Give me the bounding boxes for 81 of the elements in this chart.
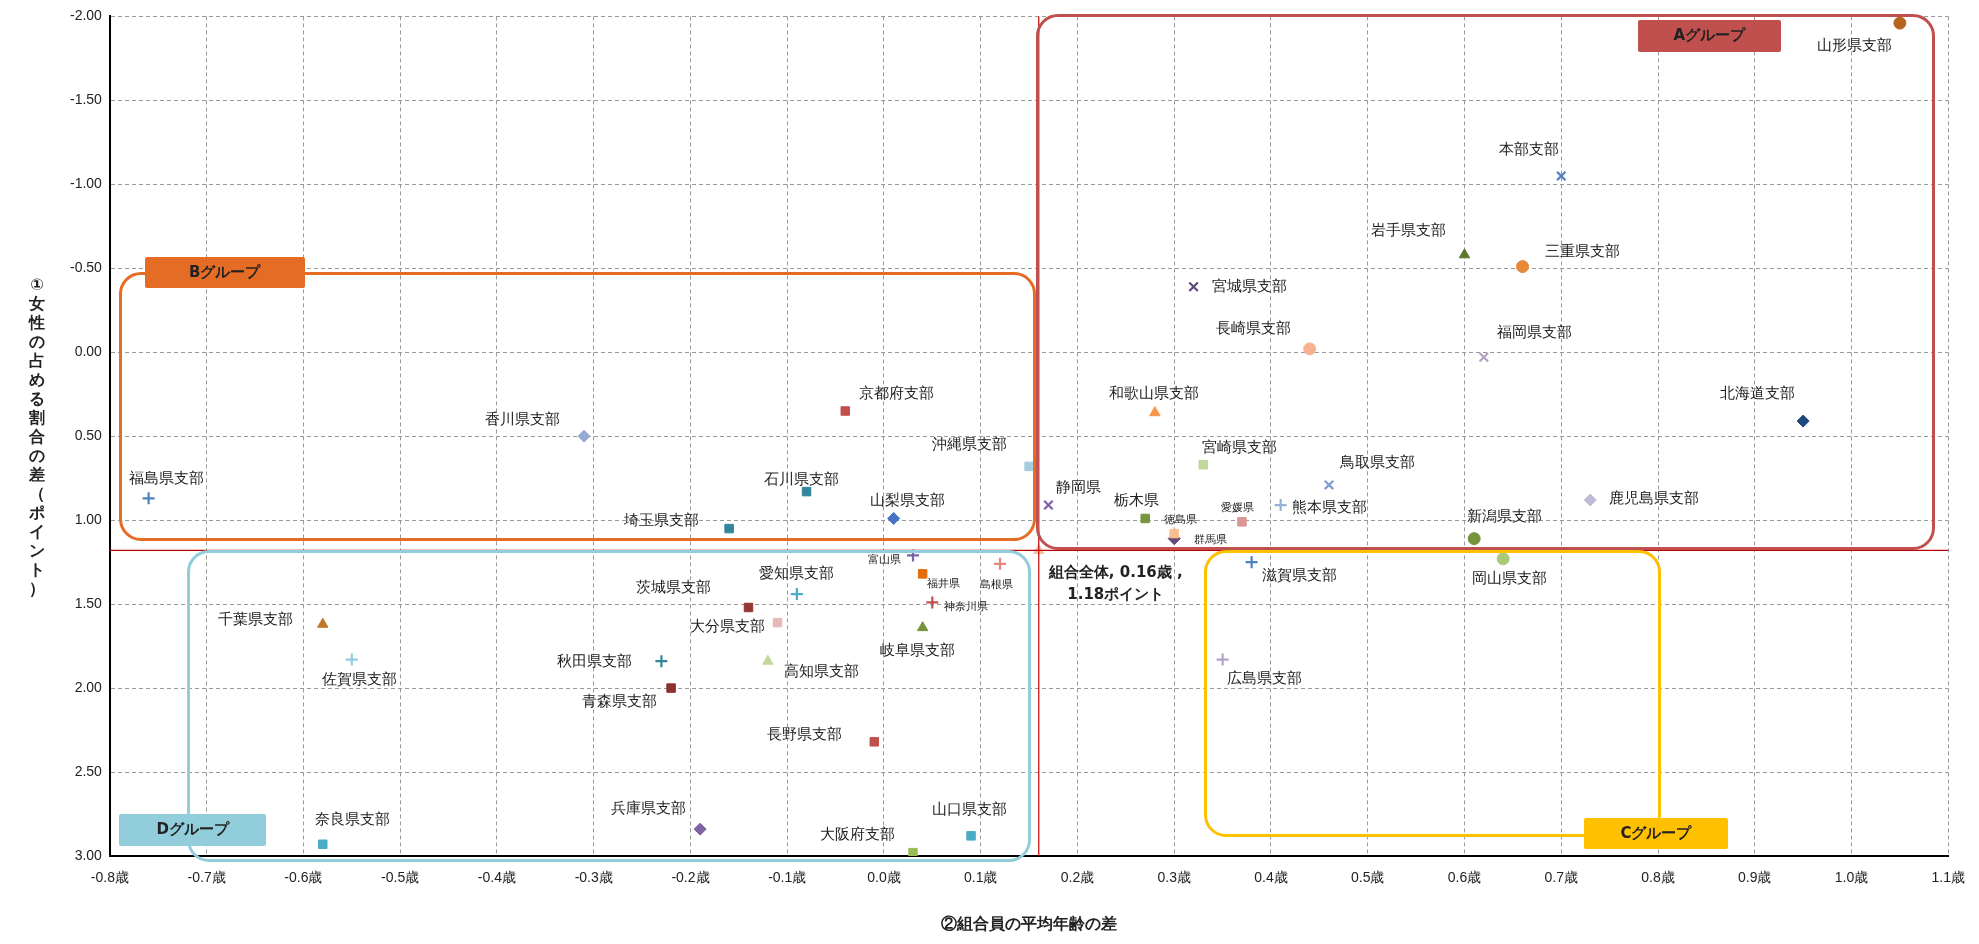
- text: ①女性の占める割合の差（ポイント）: [29, 274, 45, 598]
- series-label: 秋田県支部: [556, 652, 632, 671]
- series-label: 岩手県支部: [1370, 220, 1446, 239]
- series-label: 鹿児島県支部: [1609, 488, 1700, 507]
- x-tick-label: -0.2歳: [671, 869, 710, 886]
- x-tick-label: 0.9歳: [1738, 869, 1772, 886]
- series-label: 栃木県: [1113, 491, 1159, 510]
- series-label: 島根県: [979, 577, 1013, 591]
- x-tick-label: -0.6歳: [284, 869, 323, 886]
- y-tick-label: 0.00: [74, 343, 103, 360]
- series-label: 岡山県支部: [1471, 568, 1547, 587]
- series-label: 広島県支部: [1227, 669, 1303, 688]
- x-tick-label: 0.4歳: [1254, 869, 1288, 886]
- x-tick-label: 0.1歳: [963, 869, 998, 886]
- x-tick-label: 0.0歳: [867, 869, 901, 886]
- series-label: 沖縄県支部: [931, 435, 1007, 454]
- x-tick-label: 0.7歳: [1544, 869, 1578, 886]
- y-tick-label: 2.00: [74, 678, 103, 695]
- series-label: 山梨県支部: [870, 491, 946, 510]
- series-label: 長野県支部: [766, 724, 842, 743]
- series-label: 山形県支部: [1817, 36, 1893, 55]
- series-label: 本部支部: [1499, 139, 1560, 158]
- x-tick-label: 0.8歳: [1641, 869, 1675, 886]
- x-tick-label: -0.7歳: [187, 869, 226, 886]
- series-label: 大分県支部: [690, 617, 766, 636]
- x-axis-title: ②組合員の平均年齢の差: [941, 914, 1118, 932]
- series-label: 和歌山県支部: [1108, 383, 1199, 402]
- x-tick-label: 1.1歳: [1931, 869, 1965, 886]
- series-label: 宮城県支部: [1212, 276, 1288, 295]
- series-label: 佐賀県支部: [322, 670, 398, 689]
- series-label: 徳島県: [1163, 513, 1197, 527]
- series-label: 新潟県支部: [1466, 506, 1542, 525]
- series-label: 香川県支部: [484, 410, 560, 429]
- y-tick-label: 1.00: [74, 511, 103, 528]
- x-tick-label: 0.3歳: [1157, 869, 1191, 886]
- y-tick-label: -1.50: [69, 91, 103, 108]
- series-label: 福岡県支部: [1497, 323, 1573, 342]
- x-tick-label: -0.8歳: [90, 869, 129, 886]
- series-label: 三重県支部: [1545, 242, 1621, 261]
- x-tick-label: 0.6歳: [1447, 869, 1482, 886]
- series-label: 福井県: [927, 576, 961, 590]
- series-label: 兵庫県支部: [610, 799, 686, 818]
- series-label: 山口県支部: [931, 799, 1007, 818]
- series-label: 京都府支部: [858, 383, 934, 402]
- series-label: 熊本県支部: [1292, 497, 1368, 516]
- x-tick-label: -0.4歳: [477, 869, 516, 886]
- y-tick-label: 2.50: [74, 762, 103, 779]
- series-label: 高知県支部: [784, 662, 860, 681]
- annotation: 組合全体, 0.16歳 , 1.18ポイント: [1047, 563, 1183, 604]
- x-tick-label: -0.1歳: [768, 869, 807, 886]
- x-tick-label: 0.2歳: [1060, 869, 1095, 886]
- y-tick-label: -2.00: [69, 7, 103, 24]
- x-tick-label: 1.0歳: [1834, 869, 1869, 886]
- series-label: 青森県支部: [581, 691, 657, 710]
- series-label: 千葉県支部: [218, 610, 294, 629]
- series-label: 長崎県支部: [1216, 318, 1292, 337]
- y-tick-label: 0.50: [74, 427, 103, 444]
- series-label: 北海道支部: [1719, 383, 1795, 402]
- series-label: 愛媛県: [1221, 500, 1255, 514]
- series-label: 静岡県: [1055, 477, 1101, 496]
- y-tick-label: -0.50: [69, 259, 103, 276]
- series-label: 大阪府支部: [820, 824, 896, 843]
- y-tick-label: -1.00: [69, 175, 103, 192]
- series-label: 鳥取県支部: [1338, 452, 1415, 471]
- x-tick-label: -0.5歳: [381, 869, 420, 886]
- y-tick-label: 3.00: [74, 846, 103, 863]
- y-tick-label: 1.50: [74, 594, 103, 611]
- x-tick-label: -0.3歳: [574, 869, 613, 886]
- series-label: 滋賀県支部: [1262, 566, 1338, 585]
- text: 茨城県支部: [636, 578, 711, 597]
- series-label: 富山県: [868, 553, 902, 567]
- series-label: 群馬県: [1193, 533, 1227, 547]
- series-label: 宮崎県支部: [1201, 437, 1277, 456]
- series-label: 神奈川県: [944, 600, 989, 614]
- x-tick-label: 0.5歳: [1351, 869, 1385, 886]
- series-label: 愛知県支部: [759, 563, 835, 582]
- series-label: 石川県支部: [764, 469, 840, 488]
- series-label: 奈良県支部: [315, 810, 391, 829]
- series-label: 埼玉県支部: [622, 511, 699, 530]
- series-label: 福島県支部: [129, 469, 205, 488]
- series-label: 岐阜県支部: [880, 640, 956, 659]
